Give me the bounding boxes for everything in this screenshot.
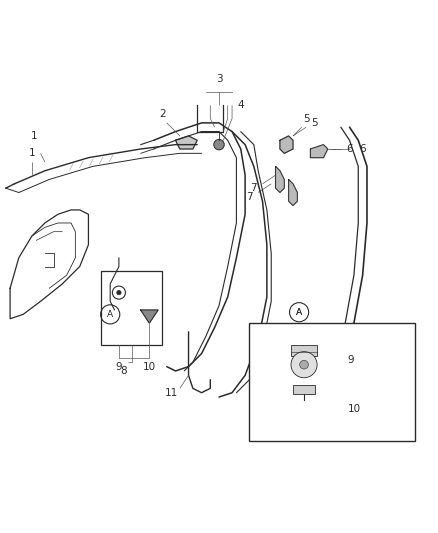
Text: 8: 8 — [120, 366, 127, 376]
Polygon shape — [276, 166, 284, 192]
Bar — [291, 345, 317, 356]
Text: A: A — [107, 310, 113, 319]
Polygon shape — [176, 136, 197, 149]
Text: 7: 7 — [251, 183, 257, 193]
Text: 9: 9 — [348, 356, 354, 365]
Text: A: A — [296, 308, 302, 317]
Text: 3: 3 — [215, 75, 223, 84]
Circle shape — [214, 140, 224, 150]
Text: 5: 5 — [311, 118, 318, 128]
Circle shape — [117, 290, 121, 295]
Polygon shape — [282, 400, 326, 409]
Text: 7: 7 — [246, 192, 253, 202]
Polygon shape — [311, 144, 328, 158]
Text: 6: 6 — [359, 144, 366, 154]
Text: 10: 10 — [348, 404, 360, 414]
Text: 10: 10 — [143, 361, 156, 372]
Text: 9: 9 — [116, 361, 122, 372]
Text: 1: 1 — [28, 148, 35, 158]
Text: 11: 11 — [165, 387, 178, 398]
Polygon shape — [280, 136, 293, 154]
Circle shape — [300, 360, 308, 369]
Circle shape — [291, 352, 317, 378]
Text: 4: 4 — [237, 100, 244, 110]
Text: A: A — [296, 308, 302, 317]
Bar — [102, 271, 162, 345]
Text: 1: 1 — [31, 131, 37, 141]
Polygon shape — [141, 310, 158, 323]
Polygon shape — [289, 180, 297, 206]
Bar — [293, 385, 315, 394]
Bar — [250, 323, 415, 441]
Polygon shape — [278, 407, 330, 416]
Text: 5: 5 — [303, 114, 309, 124]
Text: 6: 6 — [346, 144, 353, 154]
Text: 2: 2 — [159, 109, 166, 119]
